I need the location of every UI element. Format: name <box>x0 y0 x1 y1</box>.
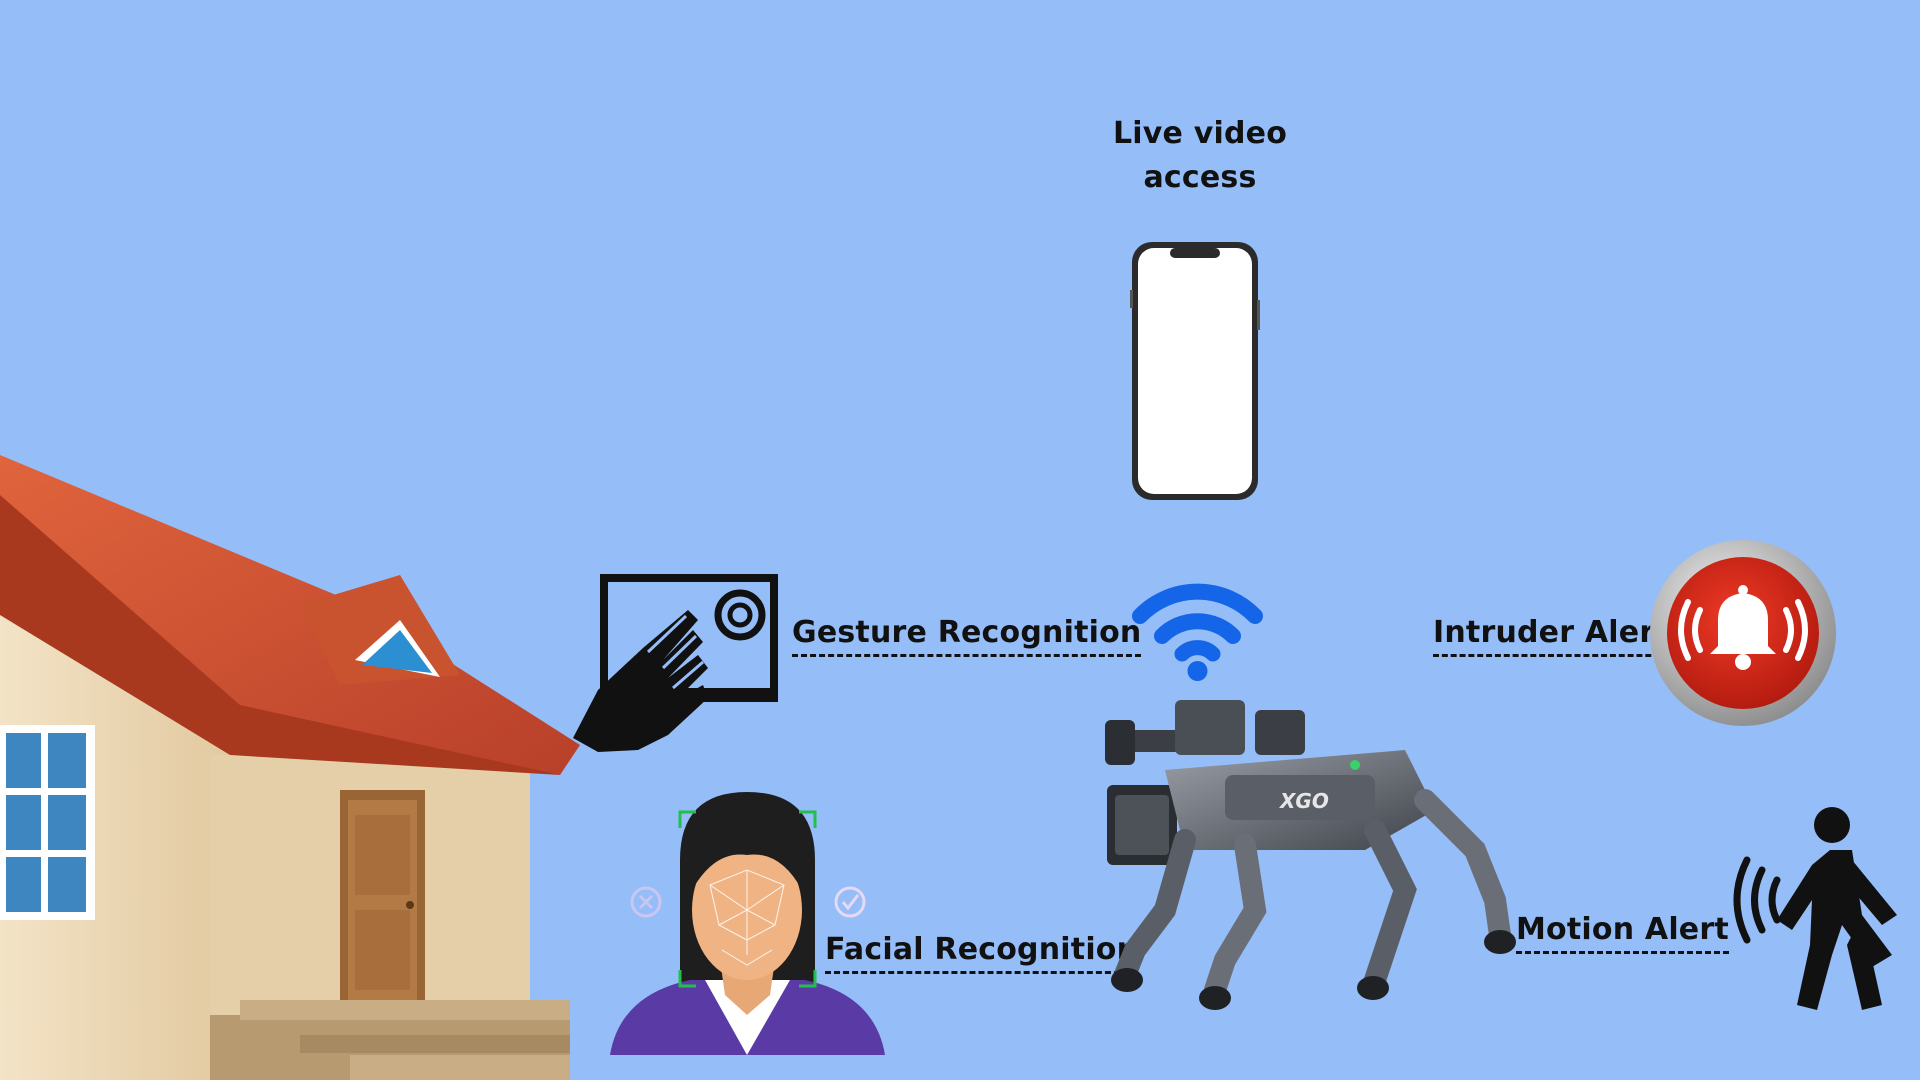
face-scan-icon <box>610 790 885 1055</box>
live-video-label: Live video access <box>1100 112 1300 200</box>
alarm-bell-icon <box>1648 538 1838 728</box>
house-icon <box>0 455 590 1080</box>
gesture-label: Gesture Recognition <box>792 615 1142 657</box>
live-video-line2: access <box>1143 160 1257 195</box>
live-video-line1: Live video <box>1112 116 1288 151</box>
intruder-label: Intruder Alert <box>1433 615 1669 657</box>
robot-dog-icon: XGO <box>1105 700 1545 1040</box>
walking-person-icon <box>1722 805 1912 1015</box>
robot-brand-text: XGO <box>1278 789 1329 813</box>
facial-label: Facial Recognition <box>825 932 1139 974</box>
gesture-screen-icon <box>568 570 783 752</box>
phone-icon <box>1130 240 1260 502</box>
wifi-icon <box>1130 578 1265 683</box>
motion-label: Motion Alert <box>1516 912 1729 954</box>
